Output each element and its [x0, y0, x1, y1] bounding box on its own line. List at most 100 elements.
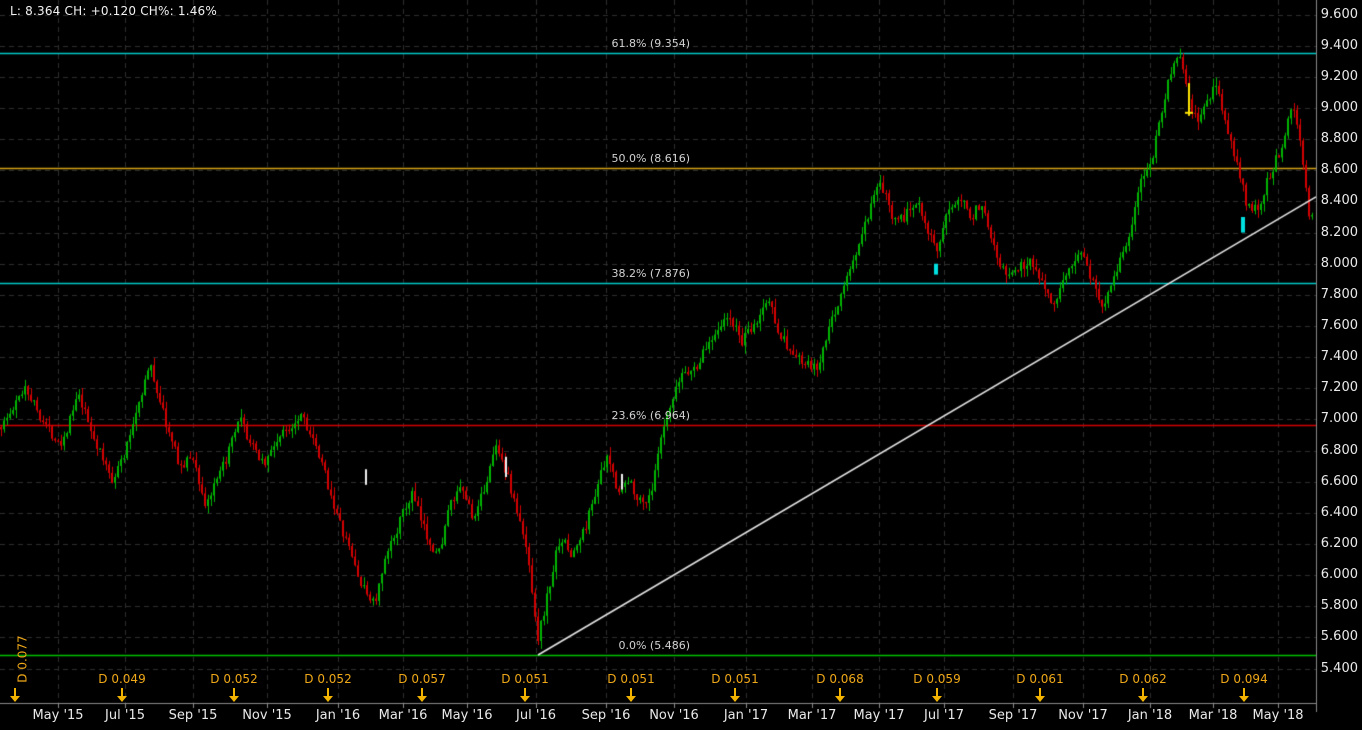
- dividend-arrow-stem: [936, 688, 938, 697]
- dividend-label: D 0.062: [1119, 672, 1167, 686]
- dividend-label: D 0.049: [98, 672, 146, 686]
- dividend-label: D 0.068: [816, 672, 864, 686]
- x-axis-label: Sep '17: [988, 708, 1038, 723]
- y-axis-label: 9.200: [1320, 68, 1358, 84]
- dividend-arrow-stem: [630, 688, 632, 697]
- dividend-arrow-icon: [1138, 688, 1148, 702]
- y-axis-label: 8.200: [1320, 224, 1358, 240]
- x-axis-label: May '17: [853, 708, 905, 723]
- dividend-arrow-icon: [1035, 688, 1045, 702]
- dividend-label: D 0.051: [711, 672, 759, 686]
- fib-level-label: 61.8% (9.354): [611, 36, 690, 50]
- dividend-arrow-stem: [1142, 688, 1144, 697]
- dividend-arrow-head: [730, 696, 740, 702]
- x-axis-label: Mar '17: [787, 708, 837, 723]
- dividend-label: D 0.077: [15, 635, 30, 683]
- y-axis-label: 6.600: [1320, 473, 1358, 489]
- x-axis-label: Sep '15: [168, 708, 218, 723]
- y-axis-label: 9.400: [1320, 37, 1358, 53]
- dividend-arrow-icon: [1239, 688, 1249, 702]
- y-axis-label: 5.800: [1320, 598, 1358, 614]
- quote-line: L: 8.364 CH: +0.120 CH%: 1.46%: [10, 4, 217, 18]
- dividend-arrow-head: [932, 696, 942, 702]
- dividend-label: D 0.057: [398, 672, 446, 686]
- y-axis-label: 7.200: [1320, 380, 1358, 396]
- dividend-label: D 0.052: [304, 672, 352, 686]
- x-axis-label: Nov '16: [649, 708, 699, 723]
- dividend-label: D 0.061: [1016, 672, 1064, 686]
- dividend-arrow-icon: [626, 688, 636, 702]
- y-axis-label: 6.200: [1320, 535, 1358, 551]
- dividend-arrow-stem: [1243, 688, 1245, 697]
- dividend-arrow-head: [835, 696, 845, 702]
- dividend-arrow-head: [117, 696, 127, 702]
- dividend-arrow-stem: [734, 688, 736, 697]
- y-axis-label: 7.600: [1320, 318, 1358, 333]
- dividend-arrow-head: [1239, 696, 1249, 702]
- y-axis-label: 8.600: [1320, 162, 1358, 178]
- dividend-arrow-stem: [327, 688, 329, 697]
- dividend-arrow-icon: [229, 688, 239, 702]
- dividend-arrow-stem: [233, 688, 235, 697]
- dividend-arrow-icon: [730, 688, 740, 702]
- y-axis-label: 5.400: [1320, 660, 1358, 676]
- dividend-arrow-icon: [117, 688, 127, 702]
- fib-level-label: 38.2% (7.876): [611, 267, 690, 281]
- dividend-arrow-head: [323, 696, 333, 702]
- y-axis-label: 7.400: [1320, 349, 1358, 365]
- x-axis-label: Mar '16: [378, 708, 428, 723]
- y-axis-label: 7.800: [1320, 286, 1358, 302]
- dividend-arrow-head: [417, 696, 427, 702]
- x-axis-label: Jul '17: [924, 708, 964, 723]
- y-axis-label: 6.400: [1320, 504, 1358, 520]
- dividend-arrow-stem: [524, 688, 526, 697]
- y-axis-label: 8.800: [1320, 131, 1358, 147]
- x-axis-label: Jan '18: [1127, 708, 1173, 723]
- dividend-arrow-icon: [417, 688, 427, 702]
- dividend-arrow-stem: [1039, 688, 1041, 697]
- fib-level-label: 50.0% (8.616): [611, 151, 690, 165]
- dividend-arrow-icon: [520, 688, 530, 702]
- y-axis-label: 8.400: [1320, 193, 1358, 209]
- y-axis-label: 6.000: [1320, 567, 1358, 583]
- dividend-arrow-stem: [839, 688, 841, 697]
- dividend-arrow-stem: [14, 688, 16, 697]
- dividend-label: D 0.051: [607, 672, 655, 686]
- x-axis-label: Nov '15: [242, 708, 292, 723]
- dividend-arrow-head: [1138, 696, 1148, 702]
- dividend-arrow-stem: [421, 688, 423, 697]
- x-axis-label: Jul '16: [516, 708, 556, 723]
- x-axis-label: May '16: [441, 708, 493, 723]
- y-axis-label: 9.000: [1320, 100, 1358, 116]
- x-axis-label: Jan '16: [315, 708, 361, 723]
- dividend-arrow-head: [1035, 696, 1045, 702]
- dividend-label: D 0.094: [1220, 672, 1268, 686]
- x-axis-label: May '18: [1252, 708, 1304, 723]
- x-axis-label: Jan '17: [723, 708, 769, 723]
- x-axis-label: Sep '16: [581, 708, 631, 723]
- dividend-label: D 0.051: [501, 672, 549, 686]
- dividend-arrow-icon: [323, 688, 333, 702]
- dividend-label: D 0.059: [913, 672, 961, 686]
- dividend-arrow-icon: [835, 688, 845, 702]
- dividend-arrow-head: [626, 696, 636, 702]
- dividend-label: D 0.052: [210, 672, 258, 686]
- fib-level-label: 23.6% (6.964): [611, 409, 690, 423]
- x-axis-label: Mar '18: [1188, 708, 1238, 723]
- dividend-arrow-head: [10, 696, 20, 702]
- x-axis-label: Jul '15: [105, 708, 145, 723]
- x-axis-label: May '15: [32, 708, 84, 723]
- fib-level-label: 0.0% (5.486): [618, 639, 690, 653]
- dividend-arrow-head: [520, 696, 530, 702]
- y-axis-label: 5.600: [1320, 629, 1358, 645]
- dividend-arrow-icon: [10, 688, 20, 702]
- dividend-arrow-stem: [121, 688, 123, 697]
- y-axis-label: 7.000: [1320, 411, 1358, 427]
- y-axis-label: 9.600: [1320, 6, 1358, 22]
- dividend-arrow-icon: [932, 688, 942, 702]
- y-axis-label: 6.800: [1320, 442, 1358, 458]
- y-axis-label: 8.000: [1320, 255, 1358, 271]
- x-axis-label: Nov '17: [1058, 708, 1108, 723]
